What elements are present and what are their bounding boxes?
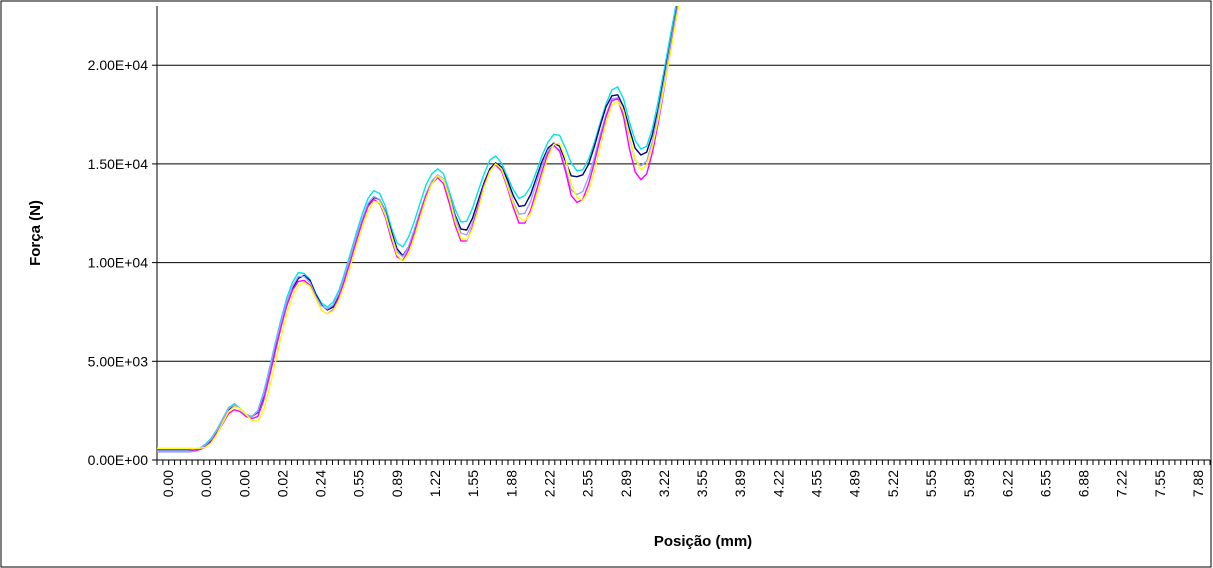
x-tick-label-4: 0.24: [313, 470, 329, 497]
series-line-2: [157, 6, 679, 453]
x-tick-label-5: 0.55: [351, 470, 367, 497]
x-tick-label-7: 1.22: [427, 470, 443, 497]
series-line-4: [157, 6, 680, 449]
series-group: [157, 6, 680, 453]
y-tick-label-1: 5.00E+03: [88, 353, 149, 369]
x-tick-label-21: 5.89: [961, 470, 977, 497]
x-tick-label-13: 3.22: [656, 470, 672, 497]
x-tick-label-8: 1.55: [465, 470, 481, 497]
x-tick-label-19: 5.22: [885, 470, 901, 497]
y-tick-label-0: 0.00E+00: [88, 452, 149, 468]
x-tick-label-0: 0.00: [160, 470, 176, 497]
x-axis-ticks: 0.00 0.00 0.00 0.02 0.24 0.55 0.89 1.22 1.55 1.88…: [156, 460, 1211, 497]
x-tick-label-24: 6.88: [1076, 470, 1092, 497]
x-tick-label-25: 7.22: [1114, 470, 1130, 497]
x-axis-title: Posição (mm): [654, 533, 752, 550]
x-tick-label-2: 0.00: [236, 470, 252, 497]
x-tick-label-23: 6.55: [1037, 470, 1053, 497]
y-axis-title: Força (N): [27, 200, 44, 266]
x-tick-label-3: 0.02: [274, 470, 290, 497]
x-tick-label-1: 0.00: [198, 470, 214, 497]
x-tick-label-26: 7.55: [1152, 470, 1168, 497]
x-tick-label-11: 2.55: [580, 470, 596, 497]
gridlines: [157, 64, 1210, 362]
x-tick-label-20: 5.55: [923, 470, 939, 497]
x-tick-label-27: 7.88: [1190, 470, 1206, 497]
x-tick-label-16: 4.22: [770, 470, 786, 497]
x-tick-label-14: 3.55: [694, 470, 710, 497]
x-tick-label-22: 6.22: [999, 470, 1015, 497]
y-tick-label-4: 2.00E+04: [88, 57, 149, 73]
x-tick-label-17: 4.55: [809, 470, 825, 497]
x-tick-label-10: 2.22: [541, 470, 557, 497]
x-tick-label-18: 4.89: [847, 470, 863, 497]
x-tick-label-12: 2.89: [618, 470, 634, 497]
x-tick-label-6: 0.89: [389, 470, 405, 497]
y-tick-label-3: 1.50E+04: [88, 156, 149, 172]
y-axis-ticks: 0.00E+00 5.00E+03 1.00E+04 1.50E+04 2.00E+04: [88, 57, 157, 468]
y-tick-label-2: 1.00E+04: [88, 255, 149, 271]
x-tick-label-9: 1.88: [503, 470, 519, 497]
series-line-3: [157, 6, 679, 451]
x-tick-label-15: 3.89: [732, 470, 748, 497]
